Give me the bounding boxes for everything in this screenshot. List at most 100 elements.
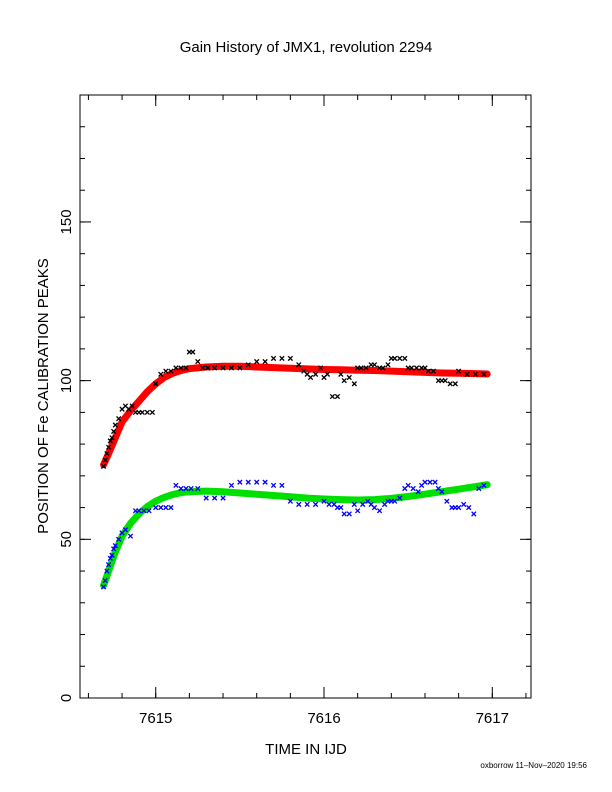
data-point-1 xyxy=(410,485,416,492)
data-point-0 xyxy=(312,371,319,377)
data-point-1 xyxy=(237,479,243,485)
fit-curve-2 xyxy=(100,362,491,469)
y-tick-label: 50 xyxy=(58,531,75,548)
data-point-1 xyxy=(360,501,366,508)
data-point-0 xyxy=(237,365,243,371)
data-point-0 xyxy=(481,371,487,377)
data-point-1 xyxy=(405,482,411,489)
data-point-0 xyxy=(442,377,448,384)
data-point-0 xyxy=(178,365,184,371)
data-point-1 xyxy=(116,536,122,542)
data-point-0 xyxy=(296,362,302,368)
data-point-1 xyxy=(321,498,327,504)
data-point-0 xyxy=(158,371,164,377)
x-tick-label: 7617 xyxy=(476,710,509,727)
data-point-0 xyxy=(430,368,437,374)
data-points xyxy=(100,349,487,590)
data-point-0 xyxy=(346,374,352,381)
data-point-0 xyxy=(317,365,324,371)
data-point-0 xyxy=(129,403,135,409)
data-point-0 xyxy=(455,368,462,374)
data-point-1 xyxy=(168,504,174,511)
data-point-0 xyxy=(107,438,113,444)
data-point-1 xyxy=(107,555,113,562)
y-tick-label: 150 xyxy=(58,209,75,234)
data-point-1 xyxy=(228,482,235,489)
data-point-0 xyxy=(392,355,398,362)
chart-title: Gain History of JMX1, revolution 2294 xyxy=(180,39,433,56)
data-point-1 xyxy=(432,479,438,485)
data-point-0 xyxy=(149,409,156,416)
data-point-0 xyxy=(380,365,386,371)
data-point-1 xyxy=(326,501,332,508)
data-point-1 xyxy=(312,501,319,508)
tick-labels: 7615 7616 7617 0 50 100 150 xyxy=(58,209,509,727)
data-point-1 xyxy=(455,504,462,511)
data-point-0 xyxy=(324,371,331,377)
data-point-1 xyxy=(211,495,218,501)
data-point-1 xyxy=(220,495,226,501)
x-tick-label: 7616 xyxy=(307,710,340,727)
x-axis-label: TIME IN IJD xyxy=(265,741,347,758)
data-point-0 xyxy=(402,355,408,362)
data-point-0 xyxy=(397,355,403,362)
data-point-1 xyxy=(355,508,361,514)
data-point-1 xyxy=(203,495,209,501)
data-point-0 xyxy=(254,358,260,365)
y-axis-label: POSITION OF Fe CALIBRATION PEAKS xyxy=(35,258,52,534)
data-point-1 xyxy=(481,482,487,489)
data-point-0 xyxy=(211,365,218,371)
data-point-0 xyxy=(190,349,196,355)
data-point-0 xyxy=(287,355,294,362)
data-point-0 xyxy=(195,358,201,365)
data-point-1 xyxy=(376,508,383,514)
data-point-0 xyxy=(262,358,268,365)
data-point-0 xyxy=(168,368,174,374)
data-point-1 xyxy=(112,543,118,549)
data-point-1 xyxy=(183,485,189,492)
data-point-0 xyxy=(228,365,235,371)
data-point-0 xyxy=(351,381,357,387)
data-point-0 xyxy=(464,371,470,377)
data-point-0 xyxy=(220,365,226,371)
data-point-1 xyxy=(444,498,450,504)
plot-area: 7615 7616 7617 0 50 100 150 xyxy=(58,94,532,727)
data-point-0 xyxy=(109,435,115,441)
data-point-0 xyxy=(163,368,169,374)
data-point-0 xyxy=(116,416,122,422)
data-point-1 xyxy=(136,508,142,514)
data-point-0 xyxy=(338,371,344,377)
data-point-1 xyxy=(105,562,112,568)
data-point-0 xyxy=(104,450,110,457)
data-point-1 xyxy=(422,479,428,485)
data-point-1 xyxy=(461,501,467,508)
data-point-1 xyxy=(122,527,129,533)
data-point-1 xyxy=(338,504,344,511)
data-point-1 xyxy=(427,479,433,485)
data-point-0 xyxy=(183,365,189,371)
data-point-1 xyxy=(371,504,378,511)
data-point-0 xyxy=(447,381,453,387)
data-point-0 xyxy=(363,365,369,371)
data-point-1 xyxy=(304,501,310,508)
data-point-0 xyxy=(110,428,117,435)
data-point-0 xyxy=(105,444,112,450)
x-tick-label: 7615 xyxy=(139,710,172,727)
data-point-0 xyxy=(452,381,458,387)
data-point-1 xyxy=(127,533,134,539)
data-point-1 xyxy=(100,584,107,590)
data-point-0 xyxy=(329,393,336,400)
y-tick-label: 0 xyxy=(58,694,75,702)
data-point-1 xyxy=(392,498,398,504)
axis-ticks xyxy=(80,94,531,699)
data-point-1 xyxy=(158,504,164,511)
data-point-0 xyxy=(358,365,364,371)
data-point-1 xyxy=(346,511,352,517)
data-point-1 xyxy=(466,504,472,511)
data-point-1 xyxy=(110,546,117,552)
data-point-0 xyxy=(385,362,391,368)
data-point-0 xyxy=(472,371,479,377)
data-point-0 xyxy=(245,362,251,368)
data-point-1 xyxy=(188,485,194,492)
data-point-1 xyxy=(351,501,357,508)
